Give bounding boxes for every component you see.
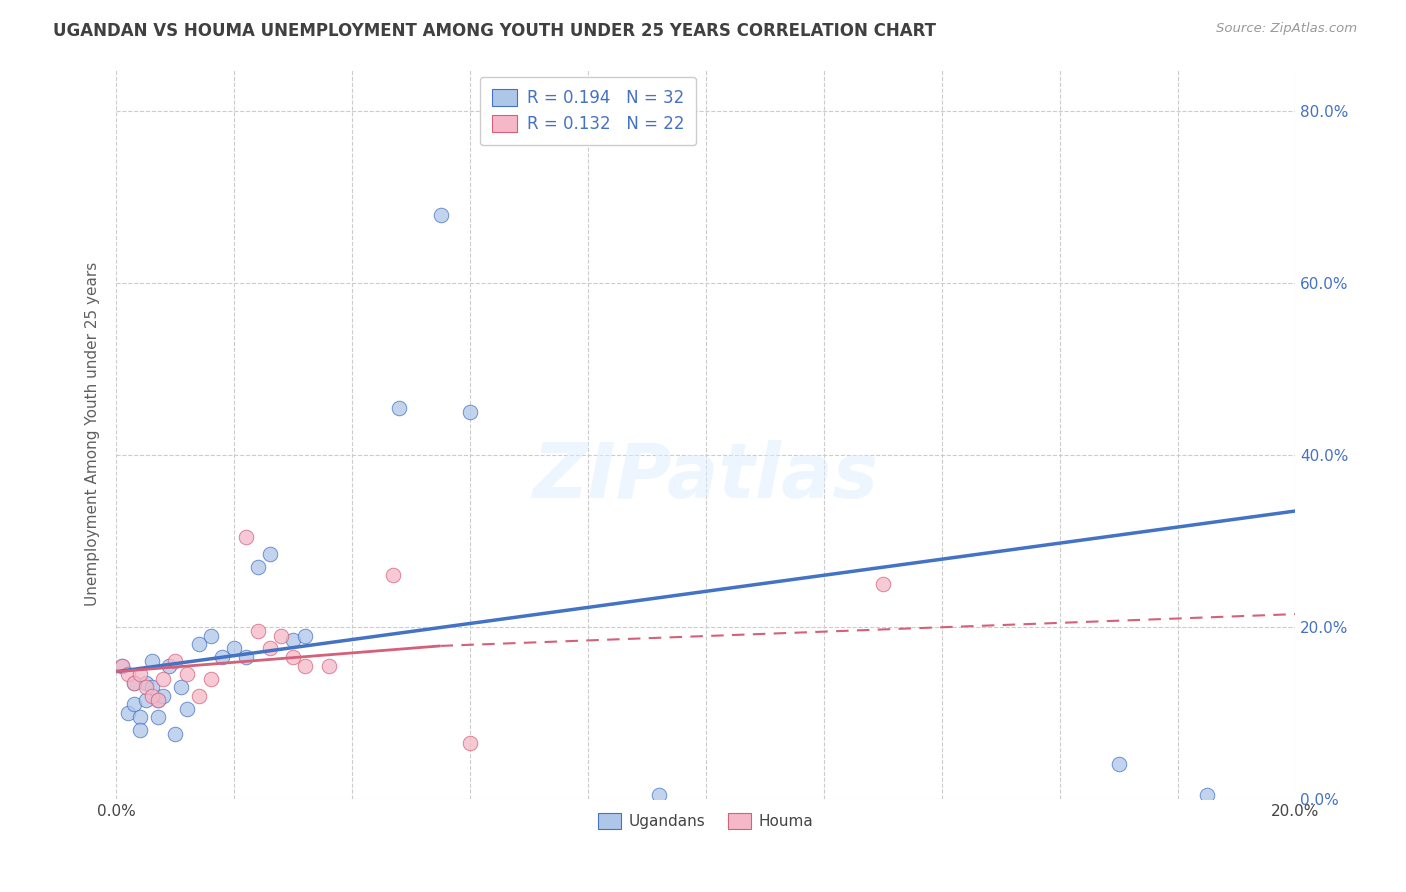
Point bbox=[458, 405, 481, 419]
Point bbox=[152, 672, 174, 686]
Point bbox=[128, 667, 150, 681]
Legend: Ugandans, Houma: Ugandans, Houma bbox=[592, 806, 820, 835]
Point bbox=[170, 680, 193, 694]
Point bbox=[211, 650, 233, 665]
Point bbox=[146, 693, 169, 707]
Point bbox=[165, 727, 187, 741]
Text: ZIPatlas: ZIPatlas bbox=[533, 441, 879, 515]
Point bbox=[270, 629, 292, 643]
Point bbox=[187, 689, 209, 703]
Point bbox=[135, 676, 157, 690]
Point bbox=[152, 689, 174, 703]
Point bbox=[281, 650, 304, 665]
Point bbox=[388, 401, 411, 415]
Point bbox=[235, 650, 257, 665]
Point bbox=[176, 667, 198, 681]
Point bbox=[200, 629, 222, 643]
Point bbox=[111, 658, 134, 673]
Text: Source: ZipAtlas.com: Source: ZipAtlas.com bbox=[1216, 22, 1357, 36]
Point bbox=[294, 629, 316, 643]
Point bbox=[187, 637, 209, 651]
Point bbox=[259, 641, 281, 656]
Point bbox=[141, 654, 163, 668]
Point bbox=[235, 530, 257, 544]
Point bbox=[647, 788, 669, 802]
Point bbox=[176, 701, 198, 715]
Point bbox=[382, 568, 405, 582]
Point bbox=[128, 710, 150, 724]
Point bbox=[318, 658, 340, 673]
Point bbox=[122, 676, 145, 690]
Point bbox=[141, 689, 163, 703]
Point bbox=[429, 208, 451, 222]
Point bbox=[111, 658, 134, 673]
Point bbox=[872, 577, 894, 591]
Point bbox=[259, 547, 281, 561]
Point bbox=[122, 676, 145, 690]
Point bbox=[281, 632, 304, 647]
Point bbox=[1108, 757, 1130, 772]
Point bbox=[141, 680, 163, 694]
Text: UGANDAN VS HOUMA UNEMPLOYMENT AMONG YOUTH UNDER 25 YEARS CORRELATION CHART: UGANDAN VS HOUMA UNEMPLOYMENT AMONG YOUT… bbox=[53, 22, 936, 40]
Point bbox=[117, 667, 139, 681]
Point bbox=[135, 680, 157, 694]
Point bbox=[128, 723, 150, 737]
Point bbox=[224, 641, 246, 656]
Point bbox=[165, 654, 187, 668]
Point bbox=[1195, 788, 1218, 802]
Point bbox=[146, 710, 169, 724]
Point bbox=[200, 672, 222, 686]
Point bbox=[117, 706, 139, 720]
Point bbox=[246, 624, 269, 639]
Point bbox=[246, 559, 269, 574]
Point bbox=[157, 658, 180, 673]
Point bbox=[122, 698, 145, 712]
Point bbox=[135, 693, 157, 707]
Y-axis label: Unemployment Among Youth under 25 years: Unemployment Among Youth under 25 years bbox=[86, 261, 100, 606]
Point bbox=[294, 658, 316, 673]
Point bbox=[146, 693, 169, 707]
Point bbox=[458, 736, 481, 750]
